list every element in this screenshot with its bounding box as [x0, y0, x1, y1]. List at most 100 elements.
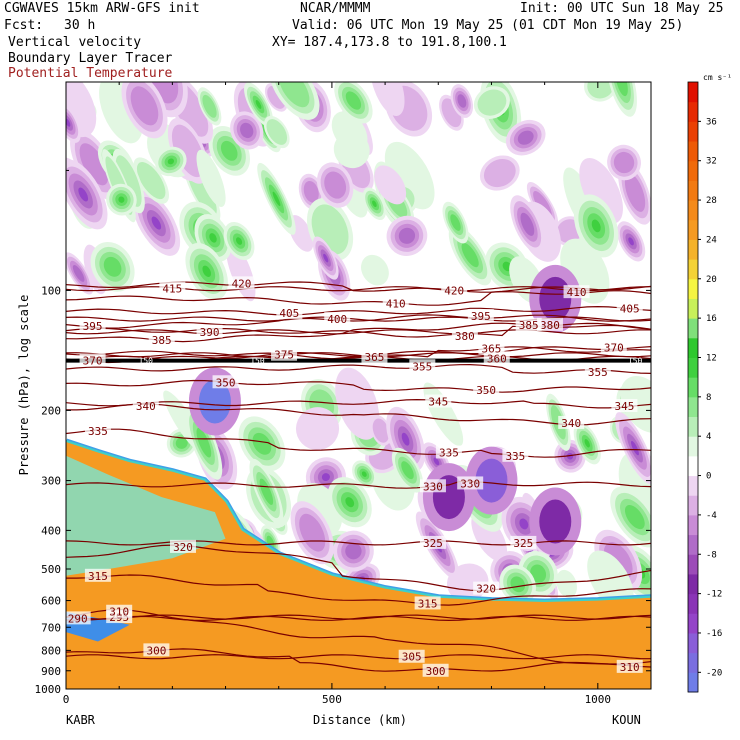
velocity-cell: [209, 233, 217, 243]
theta-label-bg: [616, 301, 643, 315]
theta-contour: [66, 305, 651, 316]
theta-label: 375: [274, 349, 294, 362]
theta-label: 355: [588, 366, 608, 379]
colorbar-swatch: [688, 318, 698, 339]
theta-label-bg: [276, 306, 303, 320]
theta-label: 315: [88, 570, 108, 583]
velocity-cell: [255, 100, 262, 109]
theta-label-bg: [170, 539, 196, 553]
theta-label: 300: [426, 665, 446, 678]
velocity-cell: [374, 165, 407, 205]
velocity-cell: [372, 418, 390, 443]
colorbar-label: -20: [706, 668, 722, 678]
theta-label-bg: [515, 317, 542, 331]
velocity-cell: [457, 94, 467, 108]
theta-label-bg: [611, 399, 638, 413]
velocity-cell: [202, 265, 211, 277]
org-title: NCAR/MMMM: [300, 1, 371, 16]
colorbar-label: 36: [706, 117, 717, 127]
theta-label-bg: [79, 353, 106, 367]
colorbar-swatch: [688, 514, 698, 536]
theta-label: 305: [402, 651, 422, 664]
velocity-cell: [272, 191, 281, 207]
theta-label: 335: [88, 425, 108, 438]
y-tick-label: 900: [41, 665, 61, 678]
colorbar-swatch: [688, 337, 698, 358]
theta-label: 340: [561, 417, 581, 430]
colorbar-swatch: [688, 632, 698, 654]
theta-label: 400: [327, 313, 347, 326]
theta-contour: [66, 314, 651, 329]
theta-label-bg: [148, 332, 175, 346]
colorbar-swatch: [688, 495, 698, 516]
colorbar-label: 28: [706, 196, 717, 206]
theta-label: 370: [83, 355, 103, 368]
theta-label-bg: [441, 283, 468, 297]
velocity-cell: [66, 82, 97, 138]
theta-label-bg: [84, 568, 111, 582]
theta-label-bg: [558, 415, 585, 429]
colorbar-swatch: [688, 259, 698, 280]
velocity-cell: [372, 200, 377, 208]
velocity-cell: [321, 473, 330, 482]
theta-label: 395: [471, 310, 491, 323]
y-tick-label: 600: [41, 595, 61, 608]
x-axis-title: Distance (km): [313, 713, 407, 727]
velocity-cell: [433, 457, 440, 466]
cross-section-coordinates: XY= 187.4,173.8 to 191.8,100.1: [272, 35, 507, 50]
theta-label: 380: [455, 330, 475, 343]
theta-label-bg: [467, 309, 494, 323]
theta-label-bg: [451, 328, 478, 342]
tropopause-label: 150: [250, 357, 265, 366]
y-tick-label: 300: [41, 475, 61, 488]
velocity-cell: [196, 149, 226, 207]
theta-label: 310: [620, 661, 640, 674]
theta-contour: [66, 403, 651, 426]
tropopause-label: 150: [628, 357, 643, 366]
theta-contour: [66, 540, 651, 546]
theta-label-bg: [425, 394, 452, 408]
downdraft-core: [198, 379, 231, 424]
theta-label: 420: [444, 284, 464, 297]
theta-contour: [66, 428, 651, 458]
y-tick-label: 100: [41, 284, 61, 297]
theta-contour: [66, 352, 651, 358]
y-tick-label: 1000: [35, 683, 62, 696]
colorbar-label: -16: [706, 629, 722, 639]
velocity-cell: [151, 216, 162, 230]
init-time: Init: 00 UTC Sun 18 May 25: [520, 1, 724, 16]
velocity-cell: [510, 576, 526, 593]
colorbar-label: 4: [706, 432, 711, 442]
velocity-cell: [384, 141, 435, 210]
theta-label-bg: [143, 643, 170, 657]
field-potential-temperature: Potential Temperature: [8, 66, 173, 81]
velocity-cell: [240, 122, 254, 139]
velocity-cell: [370, 82, 405, 117]
downdraft-core: [539, 499, 572, 544]
colorbar-swatch: [688, 239, 698, 260]
theta-label-bg: [435, 445, 462, 459]
theta-label: 370: [604, 341, 624, 354]
velocity-cell: [517, 130, 534, 145]
theta-label: 365: [482, 343, 502, 356]
colorbar-swatch: [688, 534, 698, 555]
y-tick-label: 800: [41, 644, 61, 657]
velocity-cell: [324, 171, 347, 199]
theta-label-bg: [502, 448, 529, 462]
forecast-label: Fcst:: [4, 18, 44, 33]
theta-label-bg: [616, 659, 643, 673]
velocity-cell: [136, 162, 166, 200]
x-tick-label: 500: [322, 693, 342, 706]
colorbar-swatch: [688, 613, 698, 634]
theta-label-bg: [106, 604, 133, 618]
theta-label-bg: [271, 347, 298, 361]
theta-label-bg: [228, 276, 255, 290]
theta-label: 345: [614, 400, 634, 413]
colorbar-swatch: [688, 554, 698, 575]
velocity-cell: [118, 196, 125, 203]
theta-label: 405: [620, 302, 640, 315]
model-title: CGWAVES 15km ARW-GFS init: [4, 1, 200, 16]
theta-label: 385: [152, 334, 172, 347]
velocity-cell: [584, 439, 590, 448]
